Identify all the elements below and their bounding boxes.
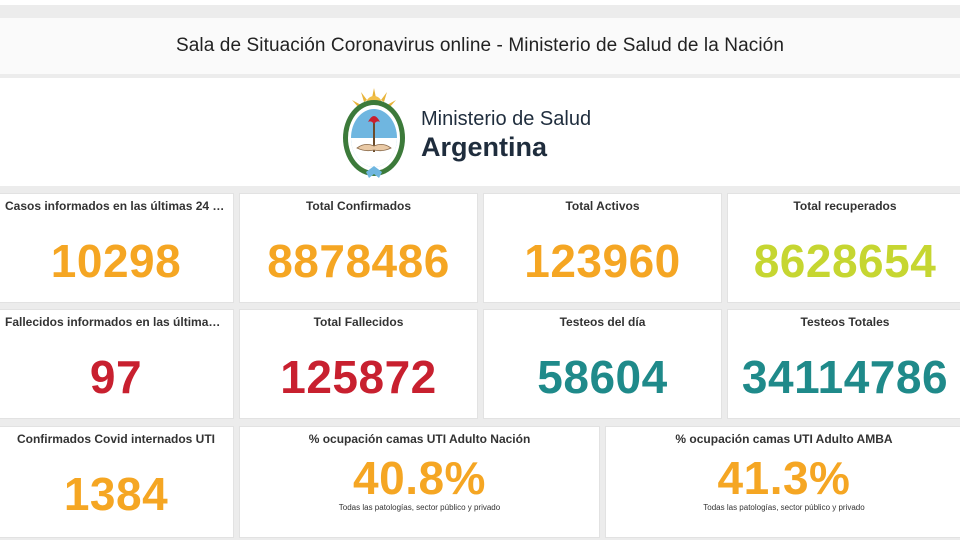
card-testeos-totales: Testeos Totales 34114786 [727,309,960,419]
card-title: % ocupación camas UTI Adulto Nación [308,432,531,446]
card-ocupacion-uti-amba: % ocupación camas UTI Adulto AMBA 41.3% … [605,426,960,538]
card-value: 34114786 [741,351,949,403]
page-title: Sala de Situación Coronavirus online - M… [175,35,785,56]
card-testeos-dia: Testeos del día 58604 [483,309,722,419]
ministry-logo-text: Ministerio de Salud Argentina [421,108,591,163]
card-value: 58604 [537,351,668,403]
card-title: Total recuperados [793,199,897,213]
card-title: Testeos Totales [800,315,890,329]
card-subtitle: Todas las patologías, sector público y p… [338,503,501,512]
card-title: % ocupación camas UTI Adulto AMBA [675,432,893,446]
card-casos-24hs: Casos informados en las últimas 24 Hs 10… [0,193,234,303]
card-internados-uti: Confirmados Covid internados UTI 1384 [0,426,234,538]
card-value: 10298 [50,235,182,287]
card-title: Confirmados Covid internados UTI [16,432,215,446]
card-value: 97 [89,351,143,403]
card-total-fallecidos: Total Fallecidos 125872 [239,309,478,419]
card-total-activos: Total Activos 123960 [483,193,722,303]
argentina-coat-of-arms-icon [343,88,405,178]
card-value: 1384 [63,468,169,520]
card-total-confirmados: Total Confirmados 8878486 [239,193,478,303]
card-value: 41.3% [717,452,851,504]
logo-band: Ministerio de Salud Argentina [0,78,960,186]
card-fallecidos-24hs: Fallecidos informados en las últimas ...… [0,309,234,419]
card-value: 125872 [280,351,437,403]
card-total-recuperados: Total recuperados 8628654 [727,193,960,303]
card-title: Fallecidos informados en las últimas ... [5,315,229,329]
card-value: 8628654 [753,235,937,287]
card-value: 123960 [524,235,681,287]
country-name: Argentina [421,132,548,162]
card-value: 8878486 [267,235,450,287]
card-title: Total Confirmados [305,199,412,213]
card-value: 40.8% [353,452,486,504]
card-title: Total Activos [565,199,640,213]
card-ocupacion-uti-nacion: % ocupación camas UTI Adulto Nación 40.8… [239,426,600,538]
page-header: Sala de Situación Coronavirus online - M… [0,18,960,74]
top-strip [0,0,960,5]
card-title: Testeos del día [559,315,646,329]
card-title: Casos informados en las últimas 24 Hs [5,199,228,213]
card-title: Total Fallecidos [313,315,404,329]
ministry-name: Ministerio de Salud [421,108,592,130]
card-subtitle: Todas las patologías, sector público y p… [703,503,865,512]
